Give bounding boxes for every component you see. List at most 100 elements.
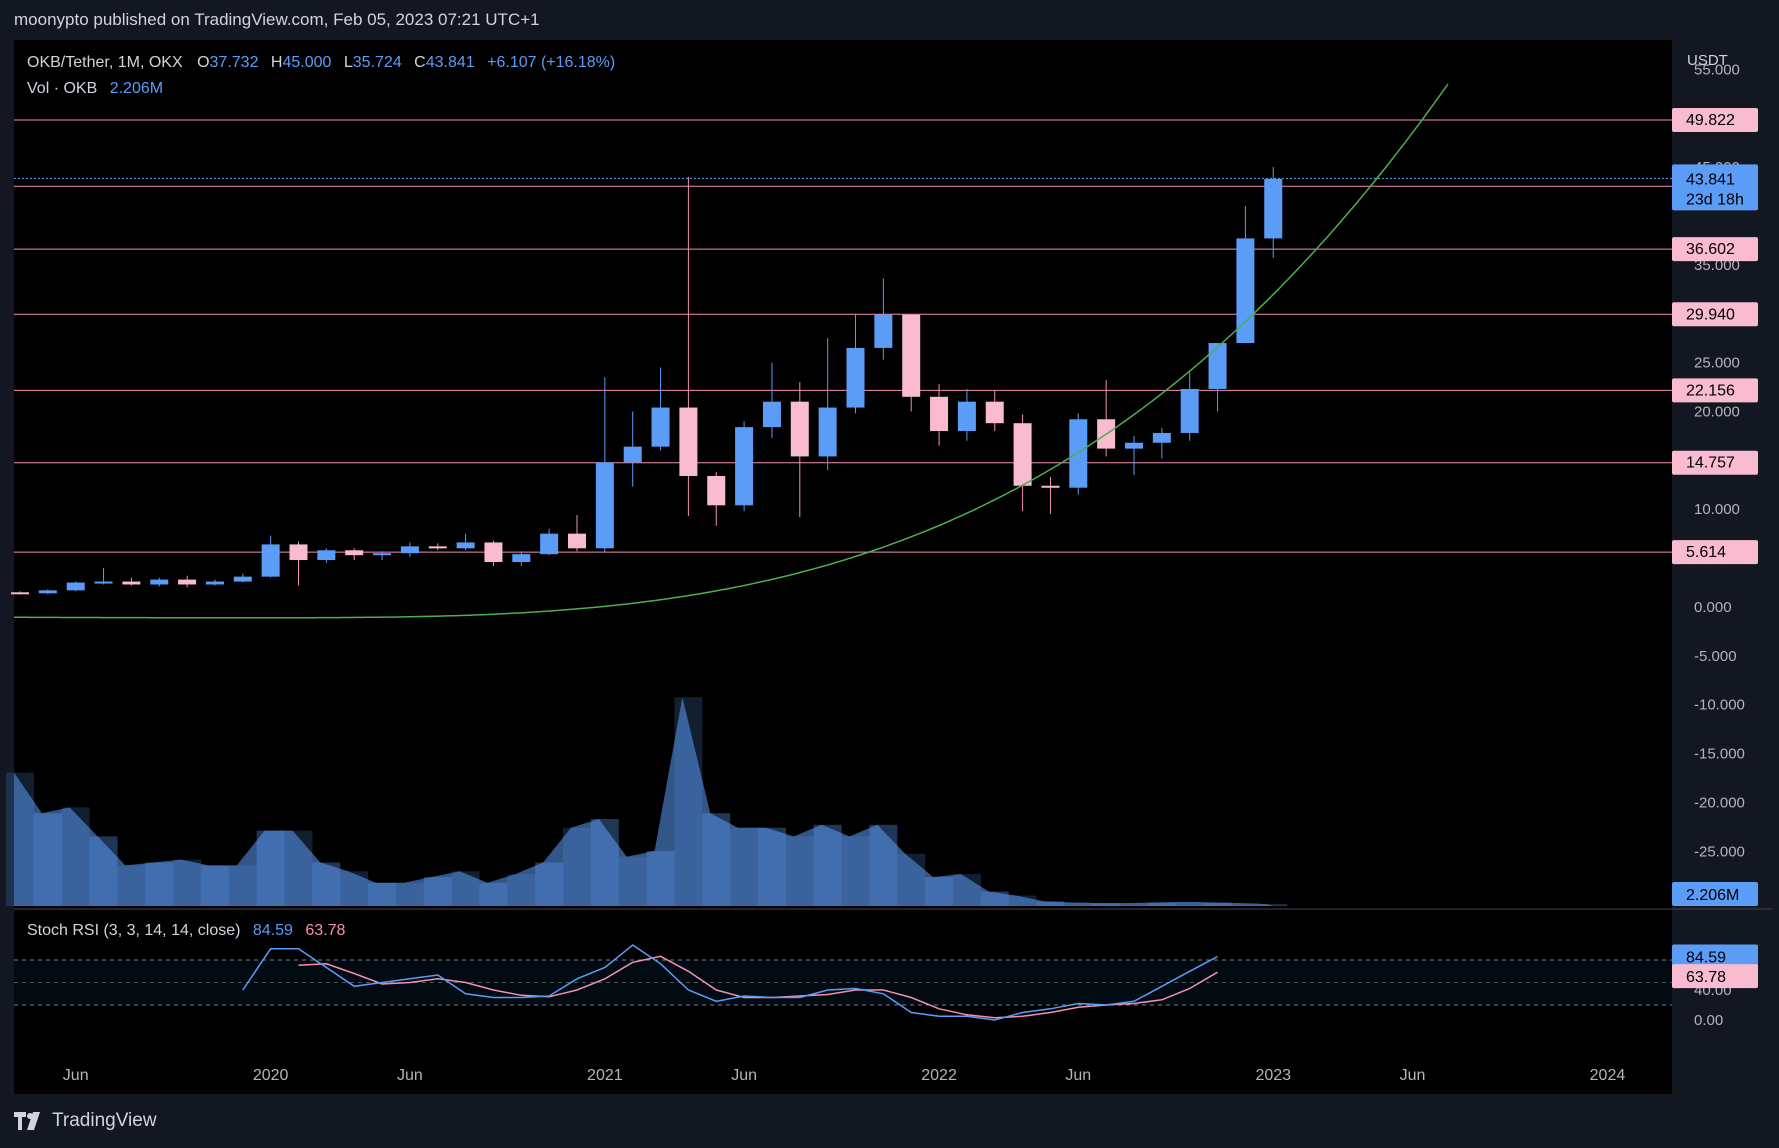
volume-bar [1259, 904, 1288, 906]
stoch-rsi-legend[interactable]: Stoch RSI (3, 3, 14, 14, close) 84.59 63… [27, 922, 345, 940]
volume-pane [6, 697, 1288, 906]
candle[interactable] [484, 540, 503, 566]
volume-legend[interactable]: Vol · OKB 2.206M [27, 80, 163, 98]
candle[interactable] [317, 548, 336, 563]
volume-bar [395, 882, 424, 906]
level-price-tag-text: 22.156 [1686, 382, 1735, 399]
candle[interactable] [679, 176, 698, 517]
candle[interactable] [1069, 413, 1088, 495]
candle[interactable] [623, 411, 642, 487]
volume-bar [952, 874, 981, 906]
candle-body [11, 592, 29, 595]
legend-close-label: C [414, 54, 426, 71]
chart-background [14, 40, 1672, 1094]
y-tick-label: -5.000 [1694, 648, 1737, 665]
volume-bar [312, 862, 341, 906]
candle-body [930, 396, 949, 432]
candle[interactable] [512, 551, 531, 566]
x-tick-label: 2024 [1590, 1067, 1626, 1084]
volume-tag: 2.206M [1672, 882, 1758, 906]
candle[interactable] [1152, 428, 1171, 459]
y-tick-label: -20.000 [1694, 794, 1745, 811]
tradingview-brand[interactable]: TradingView [14, 1110, 157, 1132]
candle[interactable] [846, 313, 865, 414]
stoch-rsi-pane[interactable] [14, 944, 1672, 1021]
candle[interactable] [1013, 414, 1032, 512]
candle-body [456, 542, 475, 549]
candle[interactable] [762, 362, 781, 438]
candle[interactable] [818, 338, 837, 471]
candle[interactable] [957, 388, 976, 441]
stoch-d-tag: 63.78 [1672, 964, 1758, 989]
candle[interactable] [456, 533, 475, 551]
volume-bar [674, 697, 703, 906]
candle-body [38, 590, 57, 594]
candle[interactable] [11, 591, 29, 595]
candle[interactable] [1041, 476, 1060, 515]
candle-body [846, 347, 865, 408]
candle[interactable] [178, 575, 197, 588]
candle[interactable] [985, 389, 1004, 432]
stoch-d-value: 63.78 [305, 922, 346, 939]
candle[interactable] [94, 567, 113, 585]
candle[interactable] [595, 377, 614, 553]
candle[interactable] [540, 528, 559, 556]
volume-bar [117, 865, 146, 906]
candle[interactable] [651, 367, 670, 451]
candle[interactable] [38, 589, 57, 595]
level-price-tag: 22.156 [1672, 378, 1758, 403]
candle[interactable] [150, 577, 169, 587]
candle[interactable] [735, 421, 754, 512]
candle[interactable] [261, 535, 280, 578]
candle[interactable] [373, 551, 392, 561]
candle-body [957, 401, 976, 432]
candle[interactable] [874, 278, 893, 360]
candle[interactable] [1125, 435, 1143, 475]
x-tick-label: Jun [731, 1067, 757, 1084]
candle[interactable] [1264, 167, 1283, 258]
candle[interactable] [289, 541, 308, 586]
volume-bar [1231, 903, 1260, 906]
price-pane[interactable] [11, 83, 1672, 619]
volume-bar [1203, 902, 1232, 906]
candle[interactable] [345, 548, 364, 561]
price-labels: 49.82243.03836.60229.94022.15614.7575.61… [1672, 107, 1758, 989]
level-price-tag-text: 29.940 [1686, 306, 1735, 323]
last-price-text: 43.841 [1686, 171, 1735, 188]
candle[interactable] [1180, 372, 1199, 441]
volume-bar [785, 836, 814, 906]
candle[interactable] [233, 573, 252, 583]
candle[interactable] [205, 579, 224, 586]
candle[interactable] [400, 542, 419, 558]
x-tick-label: 2021 [587, 1067, 623, 1084]
candle[interactable] [930, 384, 949, 446]
level-price-tag-bg [1672, 107, 1758, 132]
candle[interactable] [568, 515, 586, 552]
candle[interactable] [902, 314, 921, 412]
stoch-k-value: 84.59 [252, 922, 293, 939]
candle[interactable] [707, 472, 726, 526]
candle-body [94, 581, 113, 584]
candle[interactable] [790, 382, 809, 518]
volume-bar [479, 882, 508, 906]
candle-body [818, 407, 837, 457]
candle-body [122, 581, 141, 585]
candle-body [512, 554, 531, 562]
candle[interactable] [1208, 343, 1227, 412]
candle-body [1125, 442, 1143, 449]
candle-body [289, 544, 308, 561]
volume-bar [145, 862, 174, 906]
volume-bar [702, 813, 731, 906]
volume-bar [173, 859, 202, 906]
volume-bar [869, 824, 898, 906]
candle[interactable] [428, 543, 447, 551]
candle-body [317, 550, 336, 561]
last-price-tag: 43.841 23d 18h [1672, 164, 1758, 211]
volume-bar [563, 827, 591, 906]
level-price-tag-bg [1672, 237, 1758, 262]
candle[interactable] [122, 577, 141, 586]
candle[interactable] [66, 581, 85, 592]
symbol-legend[interactable]: OKB/Tether, 1M, OKX O37.732 H45.000 L35.… [27, 54, 615, 72]
volume-bar [284, 830, 313, 906]
